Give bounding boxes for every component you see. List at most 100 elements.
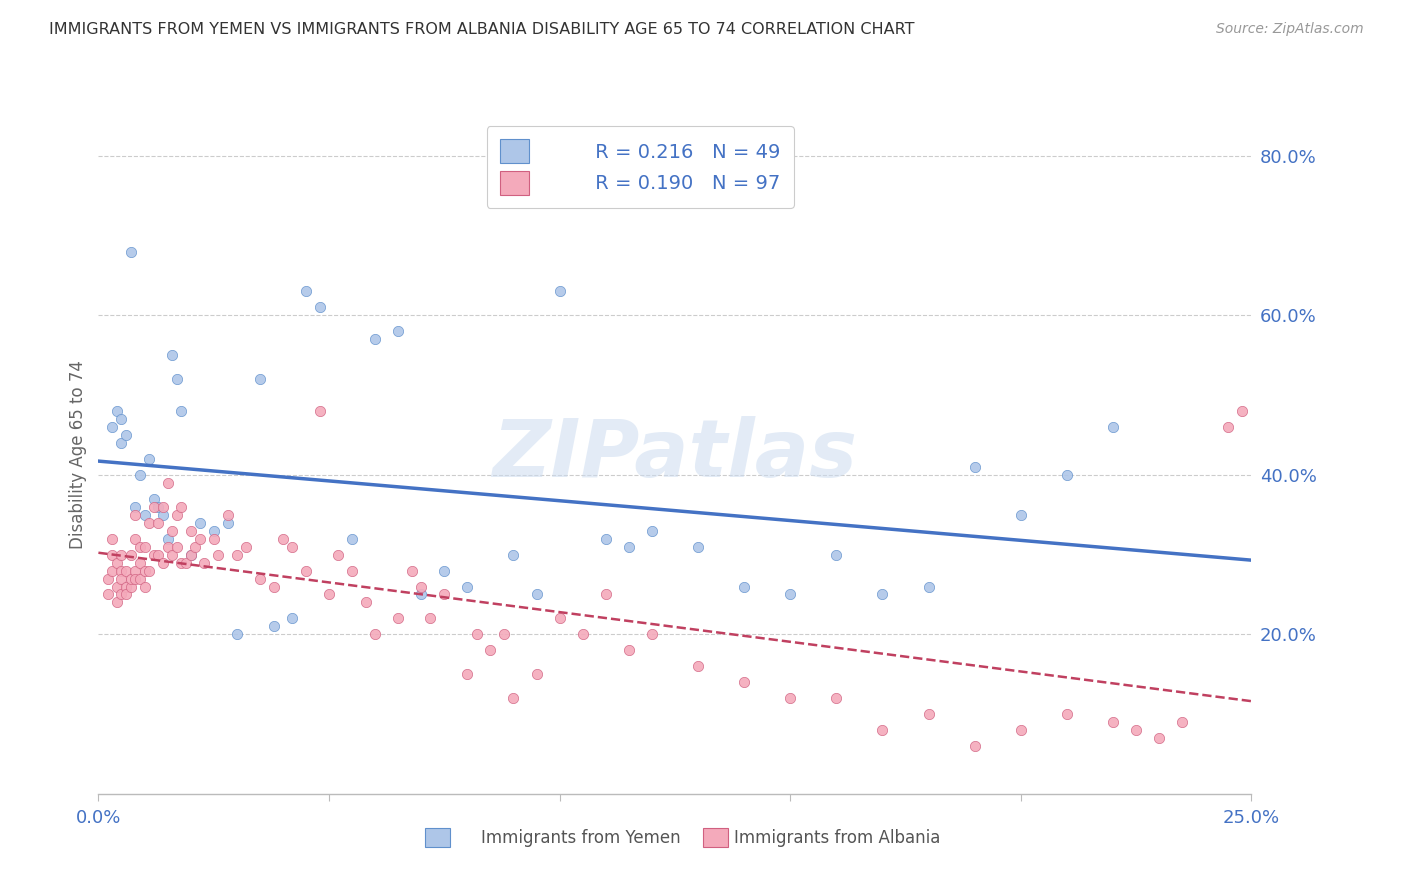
Point [105, 556, 128, 570]
Point [217, 508, 239, 522]
Point [129, 556, 152, 570]
Point [120, 548, 142, 562]
Point [138, 451, 160, 466]
Point [433, 564, 456, 578]
Point [318, 587, 340, 601]
Point [872, 723, 894, 737]
Text: Immigrants from Yemen: Immigrants from Yemen [481, 830, 681, 847]
Point [456, 580, 478, 594]
Point [115, 587, 138, 601]
Point [170, 404, 193, 418]
Point [225, 627, 247, 641]
Point [97, 587, 120, 601]
Point [166, 372, 188, 386]
Point [502, 691, 524, 706]
Point [120, 580, 142, 594]
Point [595, 587, 617, 601]
Legend:          R = 0.216   N = 49,          R = 0.190   N = 97: R = 0.216 N = 49, R = 0.190 N = 97 [486, 126, 794, 208]
Point [249, 572, 271, 586]
Point [180, 548, 202, 562]
Point [308, 404, 330, 418]
Point [502, 548, 524, 562]
Point [1056, 467, 1078, 482]
Point [1171, 715, 1194, 730]
Point [354, 595, 377, 609]
Point [779, 691, 801, 706]
Point [193, 556, 215, 570]
Point [263, 580, 285, 594]
Point [120, 572, 142, 586]
Point [249, 372, 271, 386]
Point [105, 595, 128, 609]
Point [170, 500, 193, 514]
Point [595, 532, 617, 546]
Point [160, 524, 183, 538]
Point [184, 540, 207, 554]
Point [1125, 723, 1147, 737]
Point [160, 348, 183, 362]
Point [134, 540, 156, 554]
Point [825, 548, 848, 562]
Point [281, 540, 304, 554]
Point [411, 580, 433, 594]
Point [281, 611, 304, 625]
Point [142, 500, 165, 514]
Point [152, 556, 174, 570]
Point [115, 564, 138, 578]
Point [134, 508, 156, 522]
Point [917, 707, 939, 722]
Point [202, 532, 225, 546]
Point [328, 548, 350, 562]
Point [686, 540, 709, 554]
Point [134, 580, 156, 594]
Point [156, 475, 179, 490]
Point [295, 564, 318, 578]
Point [124, 508, 146, 522]
Point [340, 564, 363, 578]
Point [124, 500, 146, 514]
Point [1010, 723, 1032, 737]
Point [825, 691, 848, 706]
Point [641, 524, 664, 538]
Point [548, 611, 571, 625]
Text: Source: ZipAtlas.com: Source: ZipAtlas.com [1216, 22, 1364, 37]
Point [120, 244, 142, 259]
Point [686, 659, 709, 673]
Point [101, 532, 124, 546]
Point [180, 524, 202, 538]
Point [110, 548, 132, 562]
Point [526, 587, 548, 601]
Point [124, 564, 146, 578]
Point [1102, 420, 1125, 434]
Point [494, 627, 516, 641]
Point [148, 516, 170, 530]
Point [160, 548, 183, 562]
Point [387, 611, 409, 625]
Point [148, 548, 170, 562]
Point [148, 500, 170, 514]
Point [188, 516, 211, 530]
Point [479, 643, 502, 657]
Point [271, 532, 294, 546]
Text: Immigrants from Albania: Immigrants from Albania [734, 830, 941, 847]
Point [138, 564, 160, 578]
Point [156, 532, 179, 546]
Point [733, 675, 755, 690]
Point [617, 540, 640, 554]
Point [110, 436, 132, 450]
Point [110, 564, 132, 578]
Point [138, 516, 160, 530]
Point [105, 404, 128, 418]
Point [963, 739, 986, 753]
Point [387, 324, 409, 338]
Point [152, 508, 174, 522]
Point [110, 412, 132, 426]
Point [401, 564, 423, 578]
Point [124, 532, 146, 546]
Point [1147, 731, 1170, 745]
Point [225, 548, 247, 562]
Point [101, 564, 124, 578]
Point [1218, 420, 1240, 434]
Point [548, 285, 571, 299]
Point [166, 540, 188, 554]
